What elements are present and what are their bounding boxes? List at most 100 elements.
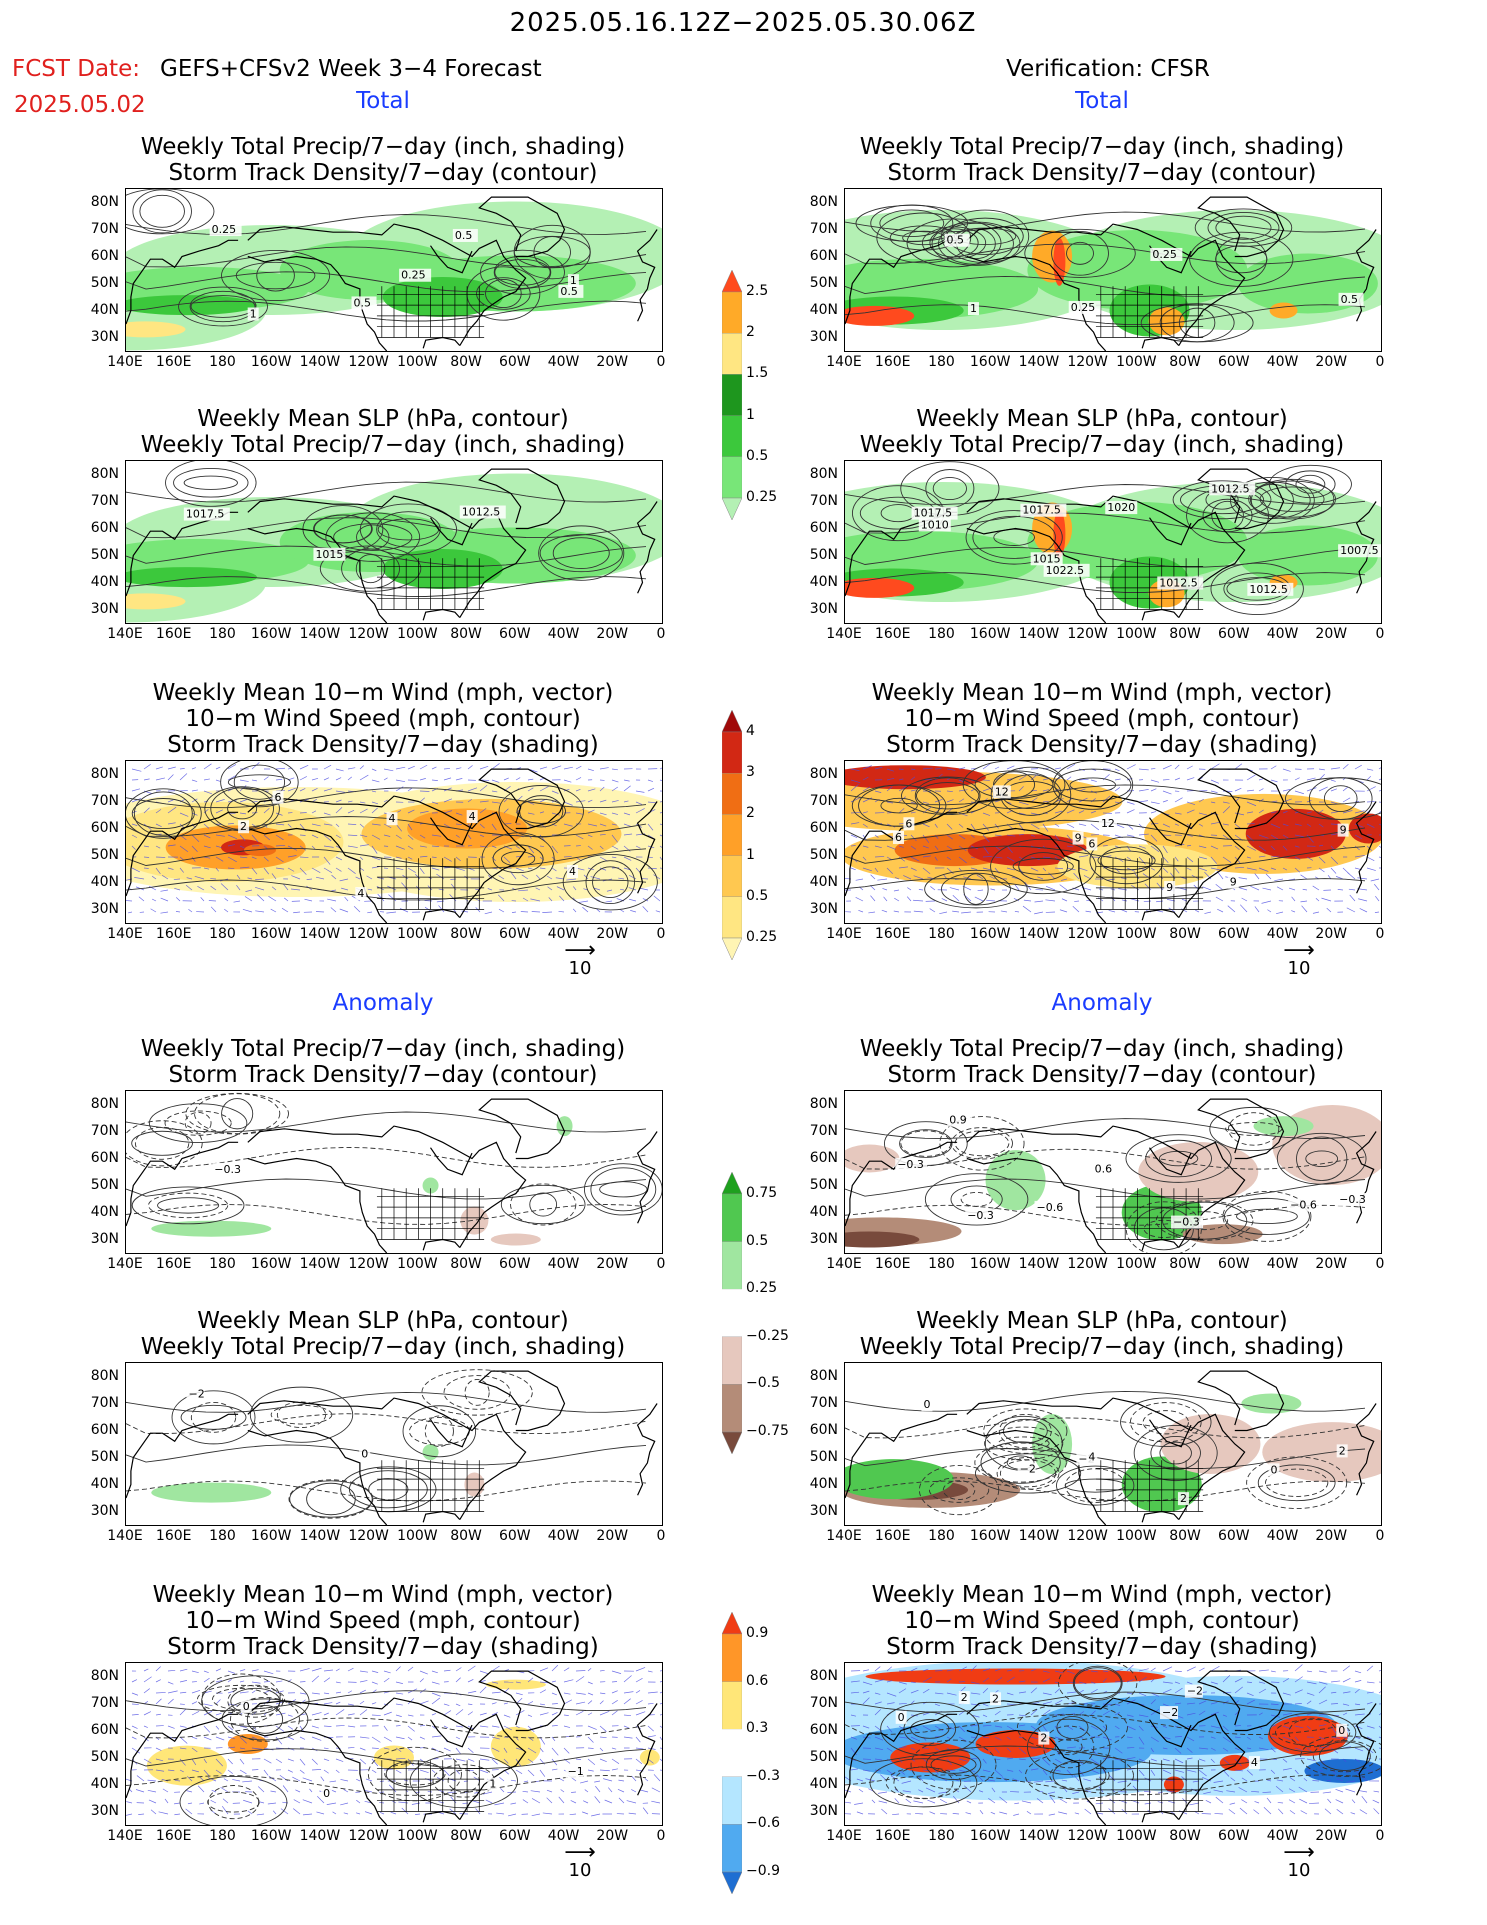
lon-label: 160W — [969, 1528, 1011, 1544]
colorbar-storm_anom — [722, 1612, 742, 1894]
lat-label: 50N — [90, 546, 119, 563]
colorbar-label: −0.25 — [746, 1327, 789, 1344]
vector-arrow-icon: ⟶ — [1283, 938, 1315, 963]
verification-label: Verification: CFSR — [1006, 56, 1210, 82]
panel-title-line: Storm Track Density/7−day (shading) — [167, 732, 599, 758]
lon-label: 180 — [209, 1528, 236, 1544]
shading-region — [1160, 1414, 1261, 1474]
map-verification-precip_anom: 0.9 −0.6 −0.3 −0.3 −0.3 0.6 −0.6 −0.3 — [844, 1090, 1382, 1254]
contour-label: 0 — [243, 1700, 250, 1713]
panel-title-line: Weekly Total Precip/7−day (inch, shading… — [140, 134, 626, 160]
colorbar-label: 2 — [746, 324, 755, 341]
contour-label: 1020 — [1107, 501, 1135, 514]
shading-region — [1241, 1393, 1302, 1414]
vector-reference-value: 10 — [1287, 1860, 1311, 1881]
lon-label: 140E — [826, 354, 862, 370]
lat-label: 50N — [809, 1448, 838, 1465]
fcst-date-label: FCST Date: — [12, 56, 140, 82]
lon-label: 60W — [498, 926, 531, 942]
colorbar-label: 1 — [746, 406, 755, 423]
lon-label: 40W — [547, 626, 580, 642]
lat-label: 70N — [809, 792, 838, 809]
lon-label: 40W — [1266, 626, 1299, 642]
contour-label: 6 — [895, 831, 902, 844]
shading-region — [422, 1444, 439, 1461]
contour-label: 0 — [1338, 1724, 1345, 1737]
lon-label: 140W — [1018, 354, 1060, 370]
shading-region — [485, 1679, 546, 1690]
lon-label: 120W — [1067, 1528, 1108, 1544]
lon-label: 180 — [928, 926, 955, 942]
contour-lines — [845, 204, 1366, 343]
contour-label: 0.25 — [212, 223, 237, 236]
lon-label: 60W — [1217, 1528, 1250, 1544]
lon-label: 40W — [547, 1828, 580, 1844]
colorbar-swatch — [722, 1172, 742, 1195]
lon-label: 0 — [656, 1828, 666, 1844]
map-forecast-slp: 1017.5 1015 1012.5 — [125, 460, 663, 624]
lon-label: 160W — [250, 626, 292, 642]
panel-title-line: Weekly Mean SLP (hPa, contour) — [197, 406, 569, 432]
lon-label: 100W — [1116, 626, 1157, 642]
panel-title-line: Weekly Total Precip/7−day (inch, shading… — [859, 1036, 1345, 1062]
lon-label: 100W — [1116, 1528, 1157, 1544]
contour-label: 1012.5 — [462, 506, 501, 519]
coastlines — [845, 1098, 1377, 1253]
lon-label: 60W — [498, 1528, 531, 1544]
lon-label: 80W — [1169, 1256, 1201, 1272]
lon-label: 180 — [209, 354, 236, 370]
contour-label: 2 — [992, 1692, 999, 1705]
lon-label: 80W — [1169, 626, 1201, 642]
lon-label: 0 — [656, 1256, 666, 1272]
colorbar-swatch — [722, 1633, 742, 1682]
shading-region — [845, 765, 986, 790]
lon-label: 40W — [1266, 1528, 1299, 1544]
contour-label: 2 — [1040, 1732, 1047, 1745]
map-forecast-precip_anom: −0.3 — [125, 1090, 663, 1254]
colorbar-swatch — [722, 1824, 742, 1873]
lon-label: 180 — [928, 626, 955, 642]
section-label-anomaly: Anomaly — [332, 990, 434, 1016]
colorbar-swatch — [722, 1612, 742, 1635]
lon-label: 80W — [1169, 354, 1201, 370]
colorbar-swatch — [722, 1871, 742, 1894]
coastlines — [126, 196, 658, 351]
lat-label: 80N — [809, 465, 838, 482]
lon-label: 100W — [1116, 354, 1157, 370]
shading-region — [845, 1231, 920, 1248]
colorbar-label: −0.5 — [746, 1375, 780, 1392]
contour-label: −0.6 — [1036, 1201, 1063, 1214]
lon-label: 120W — [348, 1256, 389, 1272]
lon-label: 20W — [1315, 1828, 1348, 1844]
contour-lines — [845, 1390, 1366, 1516]
shading-region — [845, 1144, 900, 1173]
lon-label: 0 — [1375, 926, 1385, 942]
vector-reference: ⟶ 10 — [564, 1842, 596, 1882]
lon-label: 60W — [1217, 926, 1250, 942]
contour-label: −2 — [1187, 1685, 1203, 1698]
colorbar-precip_anom — [722, 1172, 742, 1454]
lon-label: 100W — [397, 626, 438, 642]
lat-label: 50N — [809, 274, 838, 291]
state-boundaries — [376, 1460, 485, 1512]
lat-label: 50N — [90, 1448, 119, 1465]
state-boundaries — [1095, 286, 1204, 338]
colorbar-swatch — [722, 415, 742, 457]
colorbar-swatch — [722, 1431, 742, 1454]
lon-label: 120W — [1067, 926, 1108, 942]
coastlines — [126, 768, 658, 923]
colorbar-label: 0.9 — [746, 1625, 769, 1641]
lat-label: 60N — [809, 247, 838, 264]
contour-label: 1017.5 — [914, 507, 953, 520]
lon-label: 120W — [1067, 1256, 1108, 1272]
panel-title-line: Weekly Mean SLP (hPa, contour) — [197, 1308, 569, 1334]
map-forecast-wind: 2 4 4 4 6 4 — [125, 760, 663, 924]
lon-label: 160E — [155, 626, 192, 642]
lat-label: 80N — [90, 1667, 119, 1684]
panel-title-line: Weekly Mean 10−m Wind (mph, vector) — [152, 1582, 614, 1608]
lat-label: 80N — [90, 765, 119, 782]
shading-region — [1262, 1422, 1381, 1483]
state-boundaries — [1095, 558, 1204, 610]
lat-label: 30N — [90, 1802, 119, 1819]
contour-label: −0.3 — [1173, 1216, 1200, 1229]
